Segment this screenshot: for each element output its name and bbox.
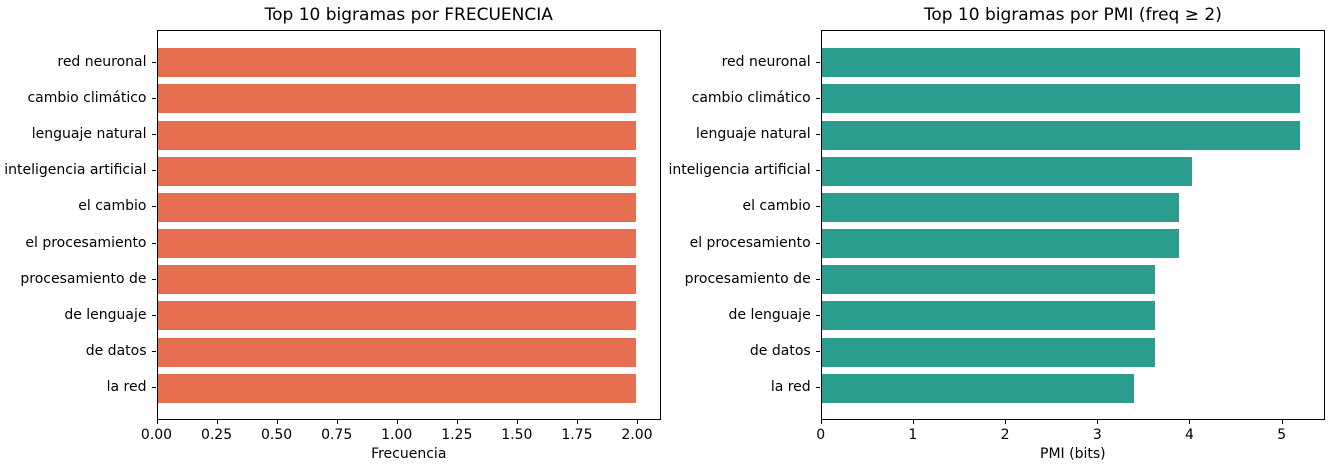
pmi-plot-area	[820, 29, 1325, 420]
x-axis-tick	[216, 419, 218, 424]
y-axis-tick	[152, 278, 156, 280]
y-category-label: cambio climático	[691, 89, 811, 106]
y-axis-tick	[816, 314, 821, 316]
y-axis-tick	[816, 170, 821, 172]
x-axis-tick	[1097, 419, 1099, 424]
y-category-label: red neuronal	[57, 53, 147, 70]
x-axis-tick	[576, 419, 578, 424]
y-category-label: inteligencia artificial	[4, 162, 147, 179]
y-axis-tick	[152, 242, 156, 244]
y-axis-tick	[152, 206, 156, 208]
bar	[157, 48, 637, 78]
x-axis-tick	[1189, 419, 1191, 424]
y-axis-tick	[152, 351, 156, 353]
y-category-label: el cambio	[742, 198, 811, 215]
bar	[821, 265, 1156, 295]
y-category-label: de lenguaje	[64, 306, 147, 323]
y-axis-tick	[152, 314, 156, 316]
y-category-label: inteligencia artificial	[668, 162, 811, 179]
y-category-label: de datos	[749, 343, 811, 360]
y-category-label: procesamiento de	[20, 270, 147, 287]
y-axis-tick	[816, 387, 821, 389]
x-tick-label: 4	[1185, 426, 1194, 443]
y-axis-tick	[816, 242, 821, 244]
y-category-label: procesamiento de	[684, 270, 811, 287]
y-axis-tick	[816, 351, 821, 353]
y-axis-tick	[816, 134, 821, 136]
bar	[157, 156, 637, 186]
x-tick-label: 0	[816, 426, 826, 443]
x-tick-label: 1.25	[441, 426, 473, 443]
y-category-label: lenguaje natural	[31, 126, 147, 143]
x-axis-tick	[516, 419, 518, 424]
bar	[157, 265, 637, 295]
frequency-x-axis-label: Frecuencia	[371, 445, 447, 462]
bar	[157, 192, 637, 222]
y-category-label: el procesamiento	[25, 234, 147, 251]
frequency-plot-area	[156, 29, 661, 420]
x-tick-label: 0.00	[140, 426, 173, 443]
x-tick-label: 3	[1092, 426, 1102, 443]
y-category-label: de datos	[85, 343, 147, 360]
y-axis-tick	[816, 61, 821, 63]
bar	[157, 120, 637, 150]
bar	[157, 301, 637, 331]
bar	[157, 373, 637, 403]
x-tick-label: 2.00	[621, 426, 653, 443]
y-category-label: el procesamiento	[689, 234, 811, 251]
bar	[157, 337, 637, 367]
bar	[821, 84, 1301, 114]
y-axis-tick	[152, 61, 156, 63]
y-category-label: el cambio	[78, 198, 147, 215]
x-tick-label: 1.75	[561, 426, 593, 443]
y-category-label: lenguaje natural	[695, 126, 811, 143]
bar	[821, 301, 1156, 331]
y-axis-tick	[152, 97, 156, 99]
y-category-label: cambio climático	[27, 89, 147, 106]
y-axis-tick	[816, 206, 821, 208]
y-category-label: la red	[770, 379, 811, 396]
x-axis-tick	[156, 419, 158, 424]
y-axis-tick	[816, 278, 821, 280]
x-axis-tick	[456, 419, 458, 424]
x-axis-tick	[820, 419, 822, 424]
y-category-label: red neuronal	[721, 53, 811, 70]
x-axis-tick	[1005, 419, 1007, 424]
x-axis-tick	[336, 419, 338, 424]
x-axis-tick	[1281, 419, 1283, 424]
y-axis-tick	[152, 170, 156, 172]
y-category-label: de lenguaje	[728, 306, 811, 323]
bar	[821, 120, 1301, 150]
x-tick-label: 5	[1277, 426, 1287, 443]
bar	[157, 84, 637, 114]
pmi-x-axis-label: PMI (bits)	[1040, 445, 1106, 462]
bar	[157, 229, 637, 259]
x-tick-label: 1.50	[501, 426, 533, 443]
bar	[821, 48, 1301, 78]
x-tick-label: 0.25	[200, 426, 233, 443]
frequency-chart-title: Top 10 bigramas por FRECUENCIA	[264, 5, 553, 25]
bar	[821, 373, 1134, 403]
x-tick-label: 2	[1000, 426, 1010, 443]
pmi-chart-title: Top 10 bigramas por PMI (freq ≥ 2)	[923, 5, 1222, 25]
x-tick-label: 1	[908, 426, 918, 443]
y-axis-tick	[152, 387, 156, 389]
x-tick-label: 0.50	[261, 426, 293, 443]
bar	[821, 192, 1179, 222]
x-axis-tick	[276, 419, 278, 424]
y-axis-tick	[152, 134, 156, 136]
bar	[821, 229, 1179, 259]
x-axis-tick	[396, 419, 398, 424]
x-axis-tick	[912, 419, 914, 424]
x-tick-label: 0.75	[321, 426, 353, 443]
bar	[821, 337, 1156, 367]
x-axis-tick	[636, 419, 638, 424]
y-category-label: la red	[106, 379, 147, 396]
x-tick-label: 1.00	[381, 426, 413, 443]
y-axis-tick	[816, 97, 821, 99]
bar	[821, 156, 1192, 186]
